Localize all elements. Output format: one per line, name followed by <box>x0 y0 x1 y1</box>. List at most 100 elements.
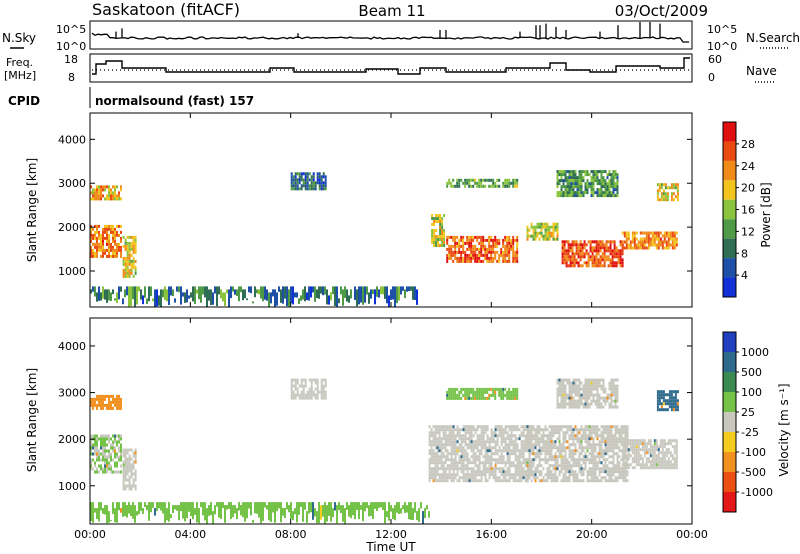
heatmap-cell <box>92 233 94 237</box>
heatmap-cell <box>328 502 330 516</box>
heatmap-cell <box>566 461 569 465</box>
heatmap-cell <box>428 437 431 441</box>
heatmap-cell <box>494 256 497 260</box>
heatmap-cell <box>450 393 453 397</box>
heatmap-cell <box>482 387 485 391</box>
heatmap-cell <box>583 252 586 256</box>
heatmap-cell <box>675 460 678 464</box>
heatmap-cell <box>581 264 584 268</box>
heatmap-cell <box>592 185 595 189</box>
heatmap-cell <box>639 442 642 446</box>
heatmap-cell <box>508 244 511 248</box>
heatmap-cell <box>108 191 110 195</box>
heatmap-cell <box>548 473 551 477</box>
heatmap-cell <box>434 458 437 462</box>
heatmap-cell <box>98 437 100 441</box>
heatmap-cell <box>428 461 431 465</box>
heatmap-cell <box>502 253 505 257</box>
heatmap-cell <box>156 289 158 307</box>
heatmap-cell <box>568 393 571 397</box>
heatmap-cell <box>450 431 453 435</box>
heatmap-cell <box>596 452 599 456</box>
colorbar-segment <box>723 277 736 297</box>
heatmap-cell <box>659 442 662 446</box>
heatmap-cell <box>432 473 435 477</box>
heatmap-cell <box>560 452 563 456</box>
heatmap-cell <box>564 458 567 462</box>
colorbar-tick-label: 100 <box>741 386 762 399</box>
heatmap-cell <box>114 242 116 246</box>
heatmap-cell <box>536 443 539 447</box>
heatmap-cell <box>635 454 638 458</box>
heatmap-cell <box>302 384 305 388</box>
heatmap-cell <box>550 428 553 432</box>
heatmap-cell <box>556 464 559 468</box>
heatmap-cell <box>136 286 138 305</box>
heatmap-cell <box>94 230 96 234</box>
heatmap-cell <box>569 243 572 247</box>
heatmap-cell <box>587 240 590 244</box>
heatmap-cell <box>322 172 325 176</box>
heatmap-cell <box>520 440 523 444</box>
heatmap-cell <box>536 222 539 226</box>
heatmap-cell <box>96 185 98 189</box>
heatmap-cell <box>572 179 575 183</box>
power-colorbar-label: Power [dB] <box>759 182 773 247</box>
heatmap-cell <box>444 479 447 483</box>
heatmap-cell <box>669 231 672 235</box>
heatmap-cell <box>90 400 92 404</box>
heatmap-cell <box>612 173 615 177</box>
heatmap-cell <box>500 253 503 257</box>
heatmap-cell <box>434 443 437 447</box>
heatmap-cell <box>460 476 463 480</box>
heatmap-cell <box>436 470 439 474</box>
heatmap-cell <box>573 258 576 262</box>
heatmap-cell <box>122 463 125 467</box>
heatmap-cell <box>548 449 551 453</box>
heatmap-cell <box>456 473 459 477</box>
heatmap-cell <box>98 224 100 228</box>
heatmap-cell <box>554 476 557 480</box>
heatmap-cell <box>466 446 469 450</box>
heatmap-cell <box>508 452 511 456</box>
heatmap-cell <box>448 467 451 471</box>
heatmap-cell <box>441 223 444 226</box>
heatmap-cell <box>182 502 184 519</box>
heatmap-cell <box>90 191 92 195</box>
heatmap-cell <box>464 464 467 468</box>
heatmap-cell <box>472 396 475 400</box>
heatmap-cell <box>502 250 505 254</box>
heatmap-cell <box>528 473 531 477</box>
heatmap-cell <box>402 505 404 510</box>
heatmap-cell <box>504 393 507 397</box>
heatmap-cell <box>400 286 402 295</box>
heatmap-cell <box>581 255 584 259</box>
heatmap-cell <box>460 458 463 462</box>
heatmap-cell <box>318 175 321 179</box>
heatmap-cell <box>420 502 422 509</box>
heatmap-cell <box>674 405 677 409</box>
heatmap-cell <box>316 511 318 524</box>
heatmap-cell <box>575 240 578 244</box>
heatmap-cell <box>544 234 547 238</box>
heatmap-cell <box>456 396 459 400</box>
heatmap-cell <box>635 457 638 461</box>
heatmap-cell <box>320 187 323 191</box>
heatmap-cell <box>532 437 535 441</box>
heatmap-cell <box>490 393 493 397</box>
heatmap-cell <box>464 431 467 435</box>
heatmap-cell <box>510 425 513 429</box>
heatmap-cell <box>494 443 497 447</box>
heatmap-cell <box>564 461 567 465</box>
heatmap-cell <box>660 405 663 409</box>
heatmap-cell <box>482 428 485 432</box>
heatmap-cell <box>114 446 116 450</box>
heatmap-cell <box>586 479 589 483</box>
heatmap-cell <box>510 393 513 397</box>
heatmap-cell <box>596 443 599 447</box>
heatmap-cell <box>606 479 609 483</box>
heatmap-cell <box>514 250 517 254</box>
heatmap-cell <box>606 176 609 180</box>
heatmap-cell <box>598 479 601 483</box>
heatmap-cell <box>657 457 660 461</box>
